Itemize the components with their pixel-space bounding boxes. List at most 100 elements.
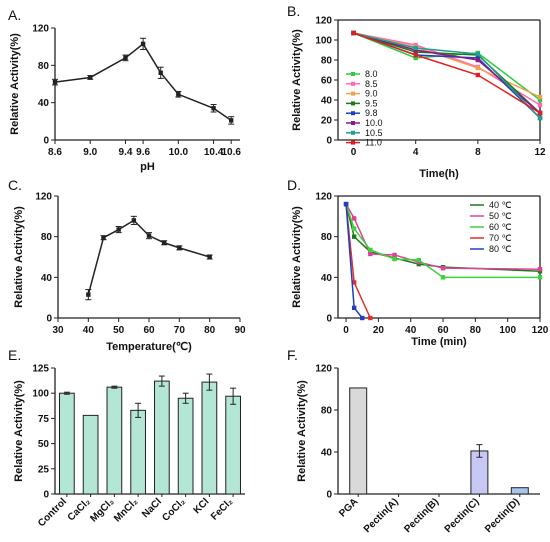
legend-label: 9.0 xyxy=(365,89,378,99)
series-point xyxy=(475,65,481,71)
series-point xyxy=(101,235,106,240)
y-axis-label: Relative Activity(%) xyxy=(13,380,25,482)
series-point xyxy=(413,55,418,61)
y-tick-label: 40 xyxy=(321,96,333,107)
series-point xyxy=(343,201,349,207)
series-point xyxy=(211,106,216,111)
legend-label: 10.0 xyxy=(365,118,383,128)
series-point xyxy=(475,57,481,63)
category-label: Pectin(C) xyxy=(443,496,482,535)
y-tick-label: 40 xyxy=(38,98,50,109)
y-tick-label: 0 xyxy=(46,314,52,325)
series-point xyxy=(360,315,365,321)
series-point xyxy=(177,245,182,251)
legend-label: 60 ℃ xyxy=(489,222,512,232)
category-label: Pectin(B) xyxy=(402,496,441,535)
legend-marker xyxy=(351,121,355,125)
y-tick-label: 25 xyxy=(38,464,50,475)
series-point xyxy=(88,75,93,80)
legend-label: 11.0 xyxy=(365,138,382,148)
bar xyxy=(154,380,170,495)
series-line xyxy=(87,219,210,295)
series-point xyxy=(537,267,543,272)
y-axis-label: Relative Activity(%) xyxy=(291,29,303,131)
bar xyxy=(201,381,218,495)
y-axis-label: Relative Activity(%) xyxy=(291,206,303,308)
series-point xyxy=(368,247,373,253)
series-point xyxy=(140,41,146,47)
legend-label: 40 ℃ xyxy=(489,200,512,210)
legend-label: 9.8 xyxy=(365,108,378,118)
legend-marker xyxy=(351,130,355,135)
bar xyxy=(177,397,194,495)
category-label: KCl xyxy=(192,496,212,516)
panel-label: E. xyxy=(8,347,21,363)
category-label: CaCl₂ xyxy=(66,496,93,523)
series-point xyxy=(228,118,234,123)
series-point xyxy=(52,79,58,85)
panel-c: 0 40 80 120 30 40 50 60 70 80 90 C. Relative Activit… xyxy=(8,177,246,353)
y-tick-label: 120 xyxy=(35,192,52,203)
legend-marker xyxy=(351,81,355,86)
series-point xyxy=(146,233,152,238)
category-label: Control xyxy=(36,496,69,529)
category-label: CoCl₂ xyxy=(160,496,187,523)
y-tick-label: 50 xyxy=(38,439,50,450)
series-point xyxy=(537,94,543,100)
bar xyxy=(130,409,146,495)
x-tick-label: 90 xyxy=(234,325,246,336)
x-axis-label: pH xyxy=(140,161,155,173)
y-tick-label: 80 xyxy=(38,61,50,72)
x-tick-label: 60 xyxy=(437,325,449,336)
y-tick-label: 120 xyxy=(315,192,332,203)
panel-label: F. xyxy=(287,347,298,363)
x-axis-label: Temperature(℃) xyxy=(106,341,192,353)
series-point xyxy=(176,92,181,97)
x-tick-label: 20 xyxy=(373,325,385,336)
series-line xyxy=(353,32,541,119)
y-tick-label: 120 xyxy=(32,24,49,35)
series-point xyxy=(537,97,543,103)
category-label: MnCl₂ xyxy=(112,496,140,524)
y-tick-label: 80 xyxy=(321,406,333,417)
y-tick-label: 80 xyxy=(321,232,333,243)
y-tick-label: 40 xyxy=(321,448,333,459)
legend-label: 70 ℃ xyxy=(489,233,512,243)
series-point xyxy=(368,315,373,321)
x-tick-label: 0 xyxy=(343,325,349,336)
legend-marker xyxy=(351,111,355,116)
y-axis-label: Relative Activity(%) xyxy=(9,33,21,135)
legend-label: 80 ℃ xyxy=(489,244,512,254)
category-label: Pectin(A) xyxy=(362,496,401,535)
category-label: Pectin(D) xyxy=(483,496,522,535)
x-tick-label: 9.6 xyxy=(136,147,150,158)
x-tick-label: 40 xyxy=(405,325,417,336)
series-point xyxy=(161,240,167,245)
x-tick-label: 9.4 xyxy=(119,147,133,158)
y-tick-label: 0 xyxy=(326,314,332,325)
x-tick-label: 12 xyxy=(534,147,546,158)
y-tick-label: 0 xyxy=(43,136,49,147)
panel-label: B. xyxy=(287,3,300,19)
series-point xyxy=(351,234,357,239)
series-point xyxy=(413,45,418,51)
y-tick-label: 40 xyxy=(41,273,53,284)
legend-marker xyxy=(351,72,355,76)
panel-label: C. xyxy=(8,177,22,193)
legend-label: 8.5 xyxy=(365,79,378,89)
y-tick-label: 100 xyxy=(32,389,49,400)
legend-label: 50 ℃ xyxy=(489,211,512,221)
legend-marker xyxy=(351,101,355,106)
series-point xyxy=(537,275,543,280)
series-point xyxy=(116,227,121,232)
y-tick-label: 75 xyxy=(38,414,50,425)
y-axis-label: Relative Activity(%) xyxy=(296,380,308,482)
panel-b: 0 20 40 60 80 100 120 0 4 8 12 B. Relative Activity(… xyxy=(287,3,546,180)
series-point xyxy=(475,51,481,57)
x-tick-label: 30 xyxy=(52,325,64,336)
x-tick-label: 70 xyxy=(174,325,186,336)
y-tick-label: 60 xyxy=(321,76,333,87)
x-tick-label: 10.4 xyxy=(204,147,224,158)
series-point xyxy=(368,251,373,257)
series-point xyxy=(351,280,357,285)
